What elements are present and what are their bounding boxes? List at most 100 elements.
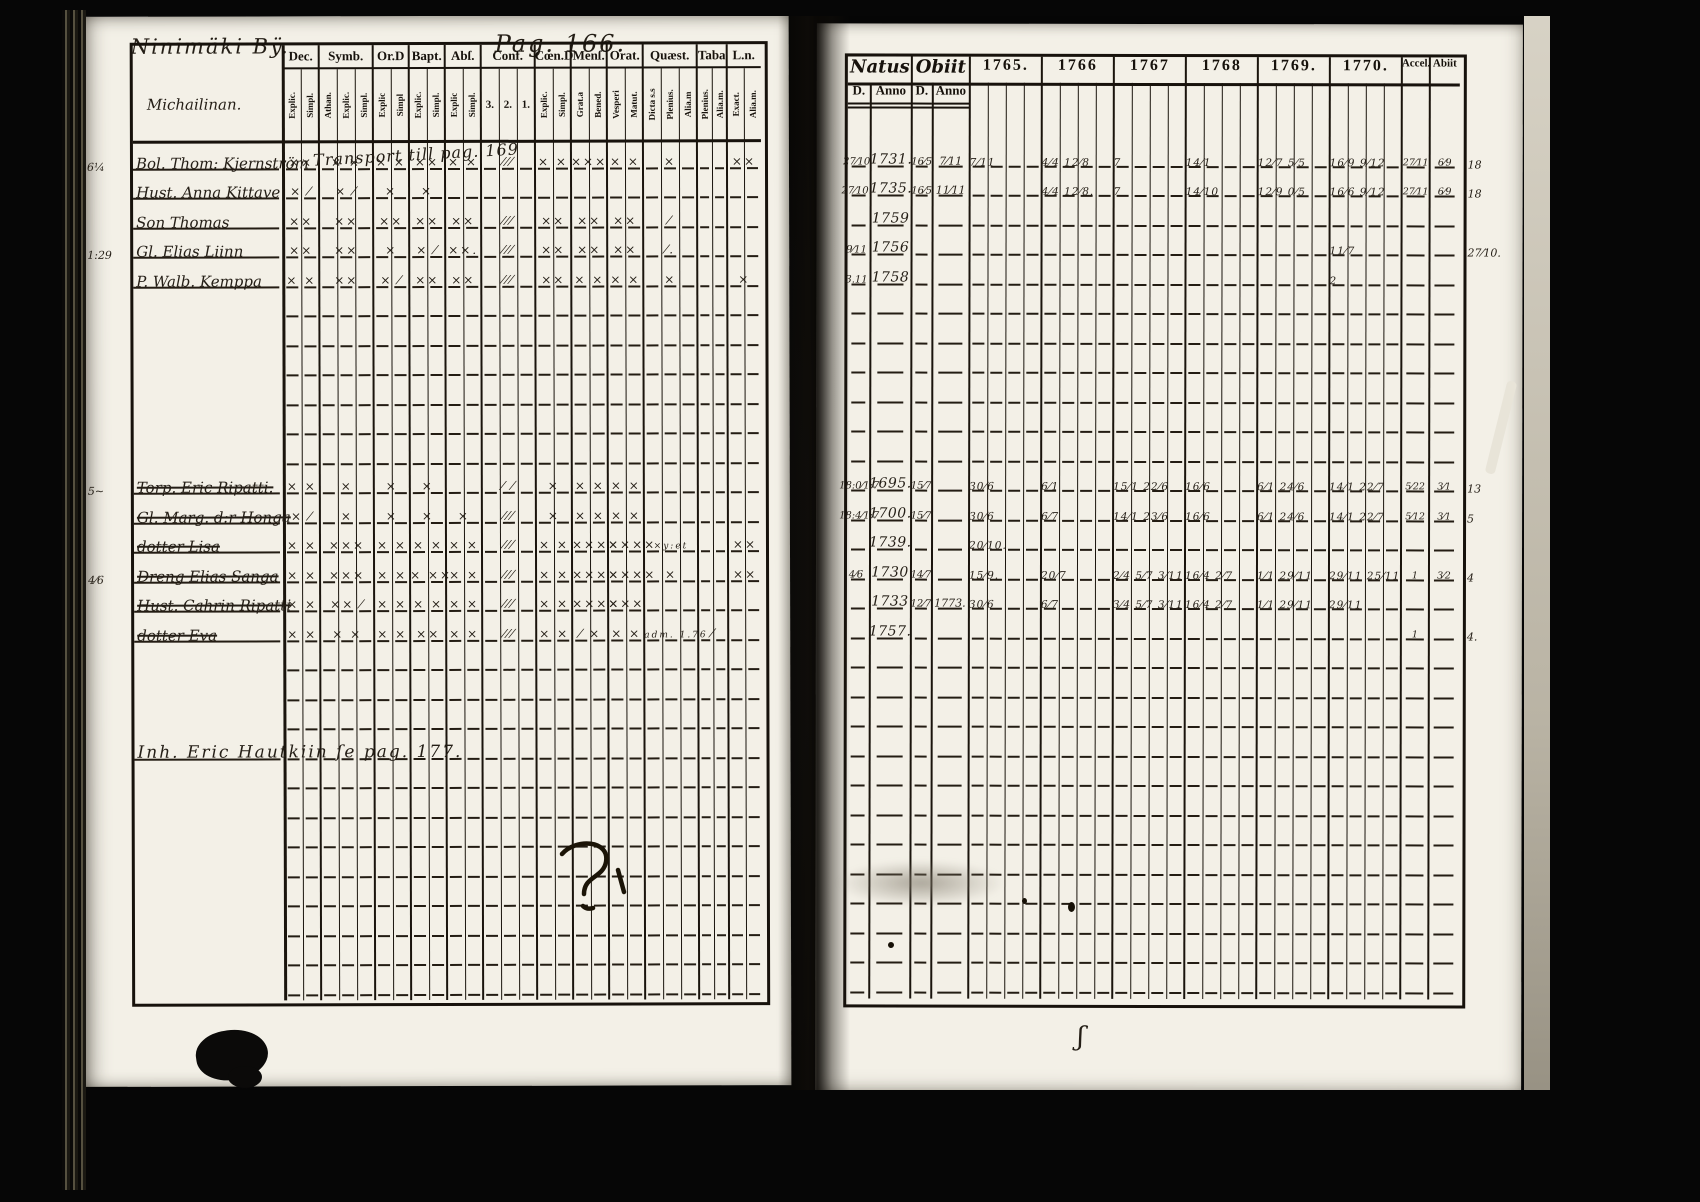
ruled-dash <box>323 787 336 790</box>
ruled-cell <box>1310 969 1328 999</box>
ruled-dash <box>1025 784 1038 787</box>
attendance-marks: × ⁄ <box>380 272 403 287</box>
ruled-cell <box>1365 320 1383 350</box>
ruled-dash <box>1079 991 1092 994</box>
sub-column-label: 2. <box>503 98 512 111</box>
ruled-dash <box>1007 902 1020 905</box>
ruled-dash <box>1170 372 1183 375</box>
ruled-cell <box>969 379 987 409</box>
ruled-cell <box>699 764 714 794</box>
ink-squiggle: ʃ <box>1077 1021 1085 1052</box>
ruled-cell <box>320 676 338 706</box>
ruled-dash <box>396 993 408 996</box>
ruled-dash <box>749 963 761 966</box>
ruled-dash <box>716 845 727 848</box>
ruled-cell <box>303 794 321 824</box>
ruled-dash <box>875 961 903 964</box>
ruled-cell <box>447 794 465 824</box>
ruled-dash <box>747 225 759 228</box>
ruled-dash <box>1434 755 1454 758</box>
ruled-cell <box>679 351 697 381</box>
ruled-cell <box>1112 969 1130 999</box>
ruled-cell <box>1149 438 1167 468</box>
ruled-dash <box>1007 784 1020 787</box>
ruled-dash <box>359 698 372 701</box>
ruled-dash <box>1205 844 1218 847</box>
ruled-dash <box>1025 696 1038 699</box>
ruled-cell <box>1311 763 1329 793</box>
table-row: 1757. 1 4. <box>847 614 1477 645</box>
ruled-cell <box>744 174 761 204</box>
ruled-dash <box>1098 224 1111 227</box>
margin-note: 6¼ <box>86 160 105 174</box>
ruled-cell <box>355 322 373 352</box>
ruled-cell <box>745 439 762 469</box>
ruled-dash <box>1242 283 1255 286</box>
ruled-dash <box>1188 313 1201 316</box>
ruled-dash <box>611 462 623 465</box>
ruled-dash <box>504 963 516 966</box>
ruled-dash <box>341 787 354 790</box>
attendance-marks: ⁄⁄⁄ <box>502 272 515 287</box>
table-row <box>846 821 1462 852</box>
ruled-dash <box>1295 991 1308 994</box>
ruled-dash <box>1008 253 1021 256</box>
obiit-day: 15⁄7 <box>910 480 932 492</box>
ruled-cell <box>571 174 589 204</box>
ruled-dash <box>1133 843 1146 846</box>
ruled-cell <box>301 322 319 352</box>
ruled-cell <box>1202 851 1220 881</box>
ruled-cell <box>645 970 663 1000</box>
sub-column-label: Simpl. <box>358 92 369 118</box>
ruled-dash <box>715 579 726 582</box>
ruled-dash <box>1062 430 1074 433</box>
ruled-cell <box>1329 645 1347 675</box>
ruled-dash <box>1433 873 1454 876</box>
ruled-cell <box>465 882 483 912</box>
attendance-marks: ×× <box>289 243 314 258</box>
ruled-cell <box>1275 320 1293 350</box>
ruled-dash <box>466 373 479 376</box>
ruled-dash <box>504 875 516 878</box>
ruled-cell <box>428 381 446 411</box>
ruled-dash <box>850 843 865 846</box>
ruled-dash <box>1405 755 1424 758</box>
ruled-dash <box>914 460 928 463</box>
ruled-cell <box>465 823 483 853</box>
ruled-cell <box>1311 379 1329 409</box>
ruled-cell <box>339 824 357 854</box>
ruled-cell <box>1401 674 1429 704</box>
ruled-dash <box>1386 342 1399 345</box>
ruled-cell <box>481 292 499 322</box>
ruled-cell <box>912 231 932 261</box>
ruled-dash <box>1224 372 1237 375</box>
ruled-cell <box>728 616 745 646</box>
ruled-dash <box>701 756 711 759</box>
ruled-dash <box>394 433 407 436</box>
ruled-dash <box>1406 372 1425 375</box>
ruled-cell <box>1113 792 1131 822</box>
ruled-cell <box>321 824 339 854</box>
ruled-dash <box>1151 755 1164 758</box>
ruled-dash <box>1044 548 1056 551</box>
ruled-cell <box>1311 615 1329 645</box>
natus-year: 1735. <box>869 180 913 197</box>
table-row: dotter Eva × × × × × × ×× × × ⁄⁄⁄ × × ⁄ × × × adm.… <box>134 616 766 647</box>
ruled-cell <box>1257 350 1275 380</box>
year-marks: 29⁄11 <box>1328 599 1363 612</box>
ruled-dash <box>1133 961 1146 964</box>
ruled-cell <box>1383 615 1401 645</box>
ruled-cell <box>1347 527 1365 557</box>
ruled-dash <box>1331 844 1344 847</box>
ruled-dash <box>684 963 696 966</box>
year-header-1766: 1766 <box>1057 56 1098 74</box>
ruled-cell <box>1113 320 1131 350</box>
ruled-cell <box>536 676 554 706</box>
ruled-dash <box>1080 224 1093 227</box>
ruled-dash <box>666 963 678 966</box>
ruled-cell <box>609 941 627 971</box>
ruled-cell <box>1293 763 1311 793</box>
ruled-cell <box>1346 881 1364 911</box>
ruled-dash <box>341 728 354 731</box>
ruled-cell <box>714 911 729 941</box>
